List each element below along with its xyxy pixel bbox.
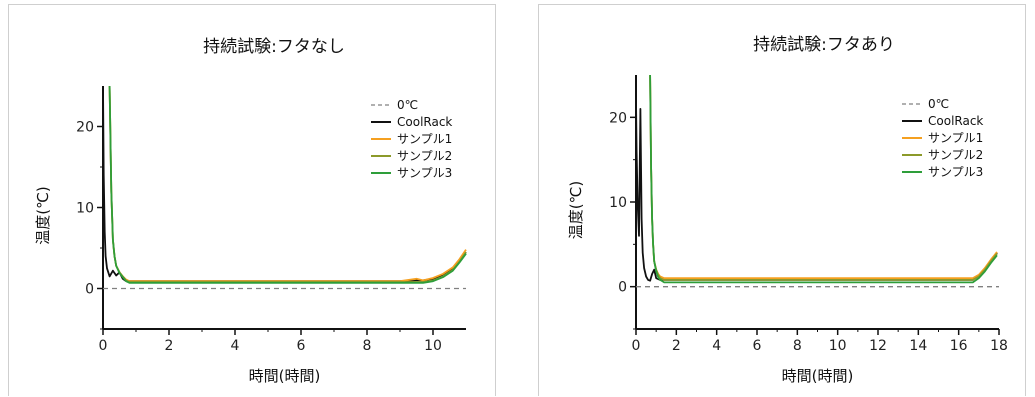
- chart-right-svg: 持続試験:フタあり 0 2 4 6 8 10 12 14 16 18 0 10 20 時間(時間) 温度(℃)…: [567, 35, 1008, 385]
- x-tick-label: 2: [165, 338, 174, 354]
- y-tick-label: 20: [609, 110, 627, 126]
- legend-label-4: サンプル3: [397, 166, 452, 180]
- y-axis-label: 温度(℃): [567, 181, 585, 240]
- x-tick-label: 6: [753, 338, 762, 354]
- series-line-4: [649, 74, 998, 284]
- chart-title: 持続試験:フタあり: [753, 35, 895, 55]
- x-axis-label: 時間(時間): [782, 367, 854, 385]
- legend-label-0: 0℃: [397, 98, 418, 112]
- chart-panel-right: 持続試験:フタあり 0 2 4 6 8 10 12 14 16 18 0 10 20 時間(時間) 温度(℃)…: [538, 4, 1026, 396]
- x-tick-label: 4: [712, 338, 721, 354]
- y-tick-label: 0: [618, 280, 627, 296]
- x-tick-label: 0: [99, 338, 108, 354]
- legend-label-1: CoolRack: [928, 114, 983, 128]
- y-tick-label: 10: [76, 201, 94, 217]
- legend-label-2: サンプル1: [928, 131, 983, 145]
- legend-label-3: サンプル2: [928, 148, 983, 162]
- x-tick-label: 8: [363, 338, 372, 354]
- x-tick-label: 8: [793, 338, 802, 354]
- x-tick-label: 4: [231, 338, 240, 354]
- legend-label-1: CoolRack: [397, 115, 452, 129]
- legend-label-3: サンプル2: [397, 149, 452, 163]
- y-tick-label: 0: [85, 282, 94, 298]
- x-tick-label: 16: [950, 338, 968, 354]
- x-tick-label: 0: [632, 338, 641, 354]
- y-tick-label: 20: [76, 120, 94, 136]
- series-line-4: [108, 85, 467, 284]
- y-tick-label: 10: [609, 195, 627, 211]
- chart-panel-left: 持続試験:フタなし 0 2 4 6 8 10 0 10 20 時間(時間) 温度(℃) 0℃ CoolRa…: [8, 4, 496, 396]
- x-tick-label: 6: [297, 338, 306, 354]
- x-tick-label: 12: [869, 338, 887, 354]
- chart-title: 持続試験:フタなし: [203, 37, 345, 57]
- x-axis-label: 時間(時間): [249, 367, 321, 385]
- legend-label-4: サンプル3: [928, 165, 983, 179]
- x-tick-label: 10: [424, 338, 442, 354]
- x-tick-label: 2: [672, 338, 681, 354]
- x-tick-label: 18: [990, 338, 1008, 354]
- y-axis-label: 温度(℃): [34, 186, 52, 245]
- legend-label-0: 0℃: [928, 97, 949, 111]
- legend-label-2: サンプル1: [397, 132, 452, 146]
- x-tick-label: 10: [829, 338, 847, 354]
- chart-left-svg: 持続試験:フタなし 0 2 4 6 8 10 0 10 20 時間(時間) 温度(℃) 0℃ CoolRa…: [34, 37, 467, 385]
- x-tick-label: 14: [909, 338, 927, 354]
